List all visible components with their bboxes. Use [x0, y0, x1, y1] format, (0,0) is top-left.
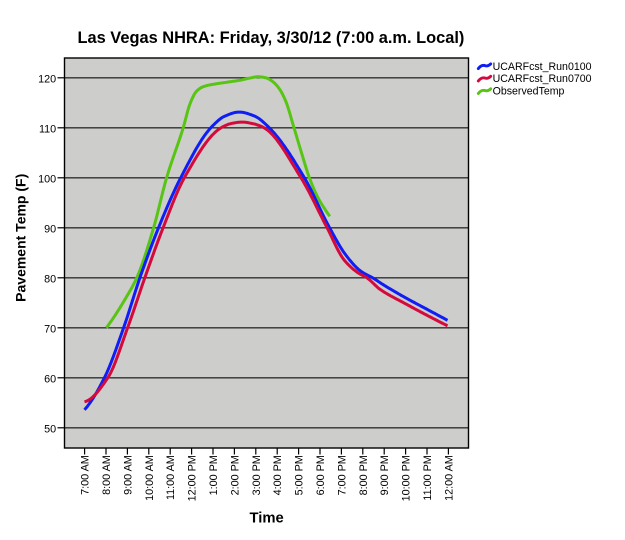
svg-text:6:00 PM: 6:00 PM: [315, 455, 327, 495]
svg-text:ObservedTemp: ObservedTemp: [493, 86, 565, 98]
svg-text:9:00 PM: 9:00 PM: [379, 455, 391, 495]
svg-text:80: 80: [44, 274, 56, 286]
svg-text:2:00 PM: 2:00 PM: [229, 455, 241, 495]
svg-text:Las Vegas NHRA: Friday, 3/30/1: Las Vegas NHRA: Friday, 3/30/12 (7:00 a.…: [78, 29, 465, 47]
svg-text:8:00 AM: 8:00 AM: [101, 455, 113, 495]
svg-text:10:00 AM: 10:00 AM: [144, 455, 156, 501]
svg-text:8:00 PM: 8:00 PM: [358, 455, 370, 495]
svg-text:12:00 AM: 12:00 AM: [443, 455, 455, 501]
svg-text:7:00 AM: 7:00 AM: [80, 455, 92, 495]
svg-text:50: 50: [44, 424, 56, 436]
svg-text:60: 60: [44, 374, 56, 386]
svg-text:12:00 PM: 12:00 PM: [187, 455, 199, 501]
svg-text:5:00 PM: 5:00 PM: [294, 455, 306, 495]
svg-text:Pavement Temp (F): Pavement Temp (F): [13, 174, 29, 302]
svg-text:100: 100: [38, 174, 56, 186]
svg-text:Time: Time: [249, 510, 283, 526]
svg-text:9:00 AM: 9:00 AM: [122, 455, 134, 495]
svg-text:UCARFcst_Run0700: UCARFcst_Run0700: [493, 73, 592, 85]
svg-text:7:00 PM: 7:00 PM: [336, 455, 348, 495]
svg-text:120: 120: [38, 74, 56, 86]
svg-text:11:00 AM: 11:00 AM: [165, 455, 177, 500]
svg-text:11:00 PM: 11:00 PM: [422, 455, 434, 500]
svg-text:70: 70: [44, 324, 56, 336]
svg-text:1:00 PM: 1:00 PM: [208, 455, 220, 495]
svg-text:UCARFcst_Run0100: UCARFcst_Run0100: [493, 61, 592, 73]
svg-text:4:00 PM: 4:00 PM: [272, 455, 284, 495]
svg-text:3:00 PM: 3:00 PM: [251, 455, 263, 495]
svg-text:90: 90: [44, 224, 56, 236]
svg-text:110: 110: [39, 124, 56, 136]
svg-text:10:00 PM: 10:00 PM: [401, 455, 413, 501]
